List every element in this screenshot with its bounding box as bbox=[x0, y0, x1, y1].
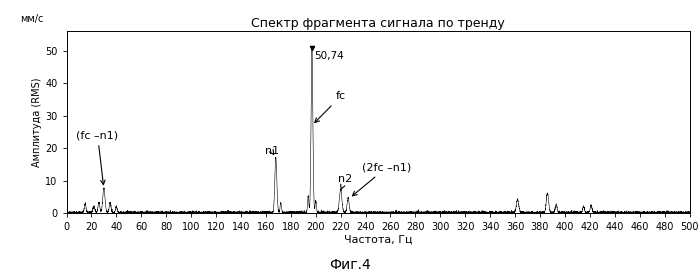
Text: fc: fc bbox=[315, 91, 346, 123]
Text: мм/с: мм/с bbox=[20, 14, 43, 24]
Text: n2: n2 bbox=[338, 174, 352, 189]
Text: Фиг.4: Фиг.4 bbox=[329, 258, 371, 272]
Title: Спектр фрагмента сигнала по тренду: Спектр фрагмента сигнала по тренду bbox=[251, 17, 505, 30]
Text: (fc –n1): (fc –n1) bbox=[76, 130, 118, 185]
X-axis label: Частота, Гц: Частота, Гц bbox=[344, 235, 412, 245]
Y-axis label: Амплитуда (RMS): Амплитуда (RMS) bbox=[32, 78, 42, 167]
Text: (2fc –n1): (2fc –n1) bbox=[352, 162, 411, 196]
Text: 50,74: 50,74 bbox=[314, 51, 344, 61]
Text: n1: n1 bbox=[265, 146, 279, 156]
